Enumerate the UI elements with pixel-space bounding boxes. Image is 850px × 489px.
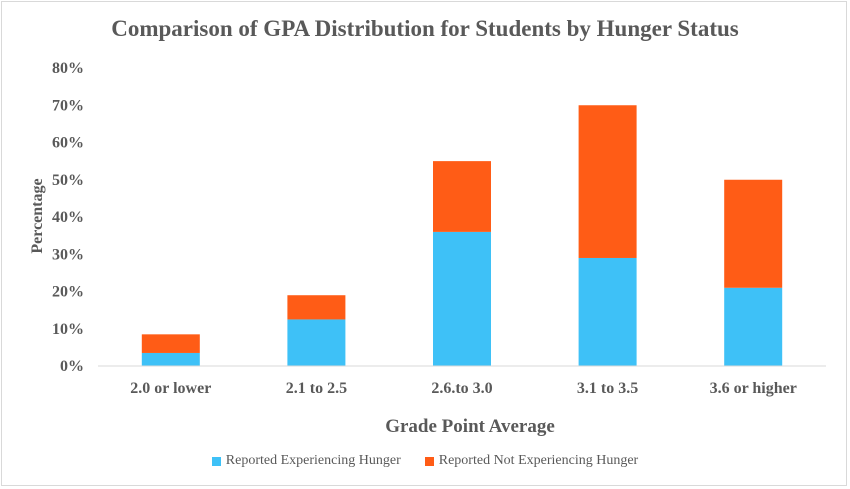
y-tick-label: 20% — [52, 284, 84, 301]
x-tick-label: 3.1 to 3.5 — [577, 380, 638, 397]
legend-item-hunger: Reported Experiencing Hunger — [211, 453, 401, 469]
y-tick-label: 0% — [60, 358, 84, 375]
legend-item-no-hunger: Reported Not Experiencing Hunger — [424, 453, 639, 469]
bar-hunger — [578, 257, 637, 366]
bar-no-hunger — [724, 179, 783, 288]
y-tick-label: 80% — [52, 60, 84, 77]
bar-hunger — [433, 231, 491, 366]
bars — [141, 105, 783, 366]
bar-no-hunger — [287, 295, 346, 320]
x-tick-label: 2.1 to 2.5 — [286, 380, 347, 397]
legend-swatch-no-hunger — [424, 456, 434, 466]
x-tick-label: 2.6.to 3.0 — [431, 380, 492, 397]
y-tick-label: 40% — [52, 209, 84, 226]
x-axis-label: Grade Point Average — [385, 416, 555, 437]
bar-no-hunger — [433, 161, 491, 232]
bar-hunger — [141, 352, 200, 366]
y-tick-label: 30% — [52, 246, 84, 263]
bar-hunger — [287, 319, 346, 366]
bar-hunger — [724, 287, 783, 366]
bar-no-hunger — [578, 105, 637, 258]
bar-no-hunger — [141, 334, 200, 353]
y-tick-label: 60% — [52, 135, 84, 152]
x-tick-label: 3.6 or higher — [710, 380, 797, 397]
y-axis: 0% 10% 20% 30% 40% 50% 60% 70% 80% — [52, 60, 84, 375]
legend-label-hunger: Reported Experiencing Hunger — [225, 453, 401, 468]
legend: Reported Experiencing Hunger Reported No… — [0, 453, 850, 469]
chart-title: Comparison of GPA Distribution for Stude… — [111, 16, 739, 41]
legend-label-no-hunger: Reported Not Experiencing Hunger — [438, 453, 639, 468]
x-tick-label: 2.0 or lower — [130, 380, 211, 397]
y-tick-label: 10% — [52, 321, 84, 338]
legend-swatch-hunger — [211, 456, 221, 466]
x-axis: 2.0 or lower 2.1 to 2.5 2.6.to 3.0 3.1 to 3… — [130, 380, 797, 397]
y-tick-label: 50% — [52, 172, 84, 189]
y-tick-label: 70% — [52, 97, 84, 114]
